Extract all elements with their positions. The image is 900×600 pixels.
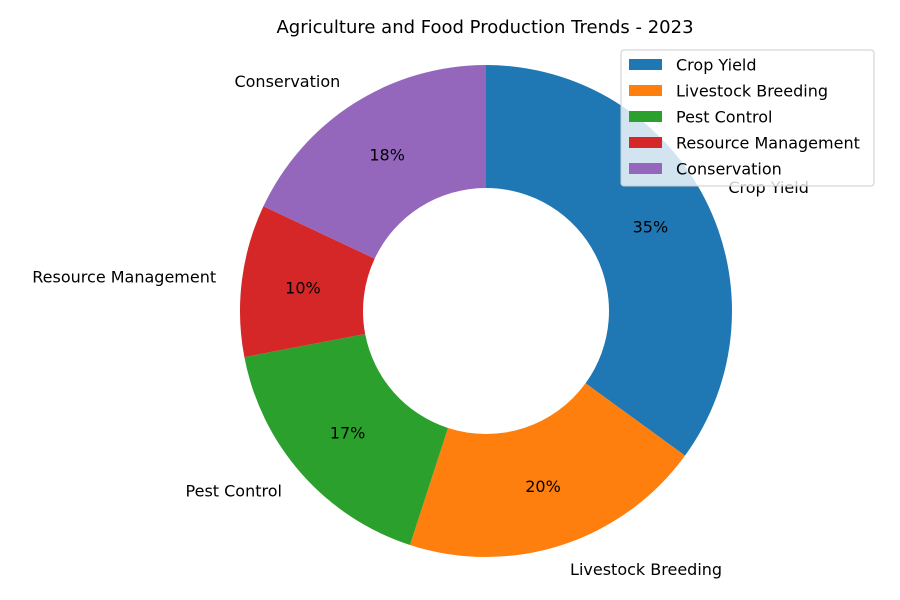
- legend-frame: [620, 49, 875, 187]
- legend-label-crop-yield: Crop Yield: [676, 56, 757, 75]
- slice-resource-management: [239, 206, 375, 358]
- legend-swatch-livestock-breeding: [629, 85, 662, 96]
- slice-label-livestock-breeding: Livestock Breeding: [570, 560, 722, 579]
- chart-title: Agriculture and Food Production Trends -…: [276, 17, 693, 38]
- pct-label-pest-control: 17%: [330, 424, 366, 443]
- pct-label-livestock-breeding: 20%: [525, 477, 561, 496]
- pct-label-conservation: 18%: [369, 146, 405, 165]
- slice-pest-control: [244, 334, 448, 545]
- legend-swatch-resource-management: [629, 137, 662, 148]
- slice-livestock-breeding: [409, 383, 686, 557]
- legend-swatch-crop-yield: [629, 59, 662, 70]
- slice-label-conservation: Conservation: [234, 72, 340, 91]
- slice-label-pest-control: Pest Control: [186, 481, 282, 500]
- legend-label-livestock-breeding: Livestock Breeding: [676, 82, 828, 101]
- slice-conservation: [263, 65, 486, 259]
- legend: Crop Yield Livestock Breeding Pest Control…: [620, 49, 875, 187]
- legend-swatch-pest-control: [629, 111, 662, 122]
- legend-label-conservation: Conservation: [676, 160, 782, 179]
- pct-label-resource-management: 10%: [285, 278, 321, 297]
- legend-label-resource-management: Resource Management: [676, 134, 860, 153]
- legend-label-pest-control: Pest Control: [676, 108, 772, 127]
- pct-label-crop-yield: 35%: [633, 218, 669, 237]
- slice-label-resource-management: Resource Management: [32, 267, 216, 286]
- legend-swatch-conservation: [629, 163, 662, 174]
